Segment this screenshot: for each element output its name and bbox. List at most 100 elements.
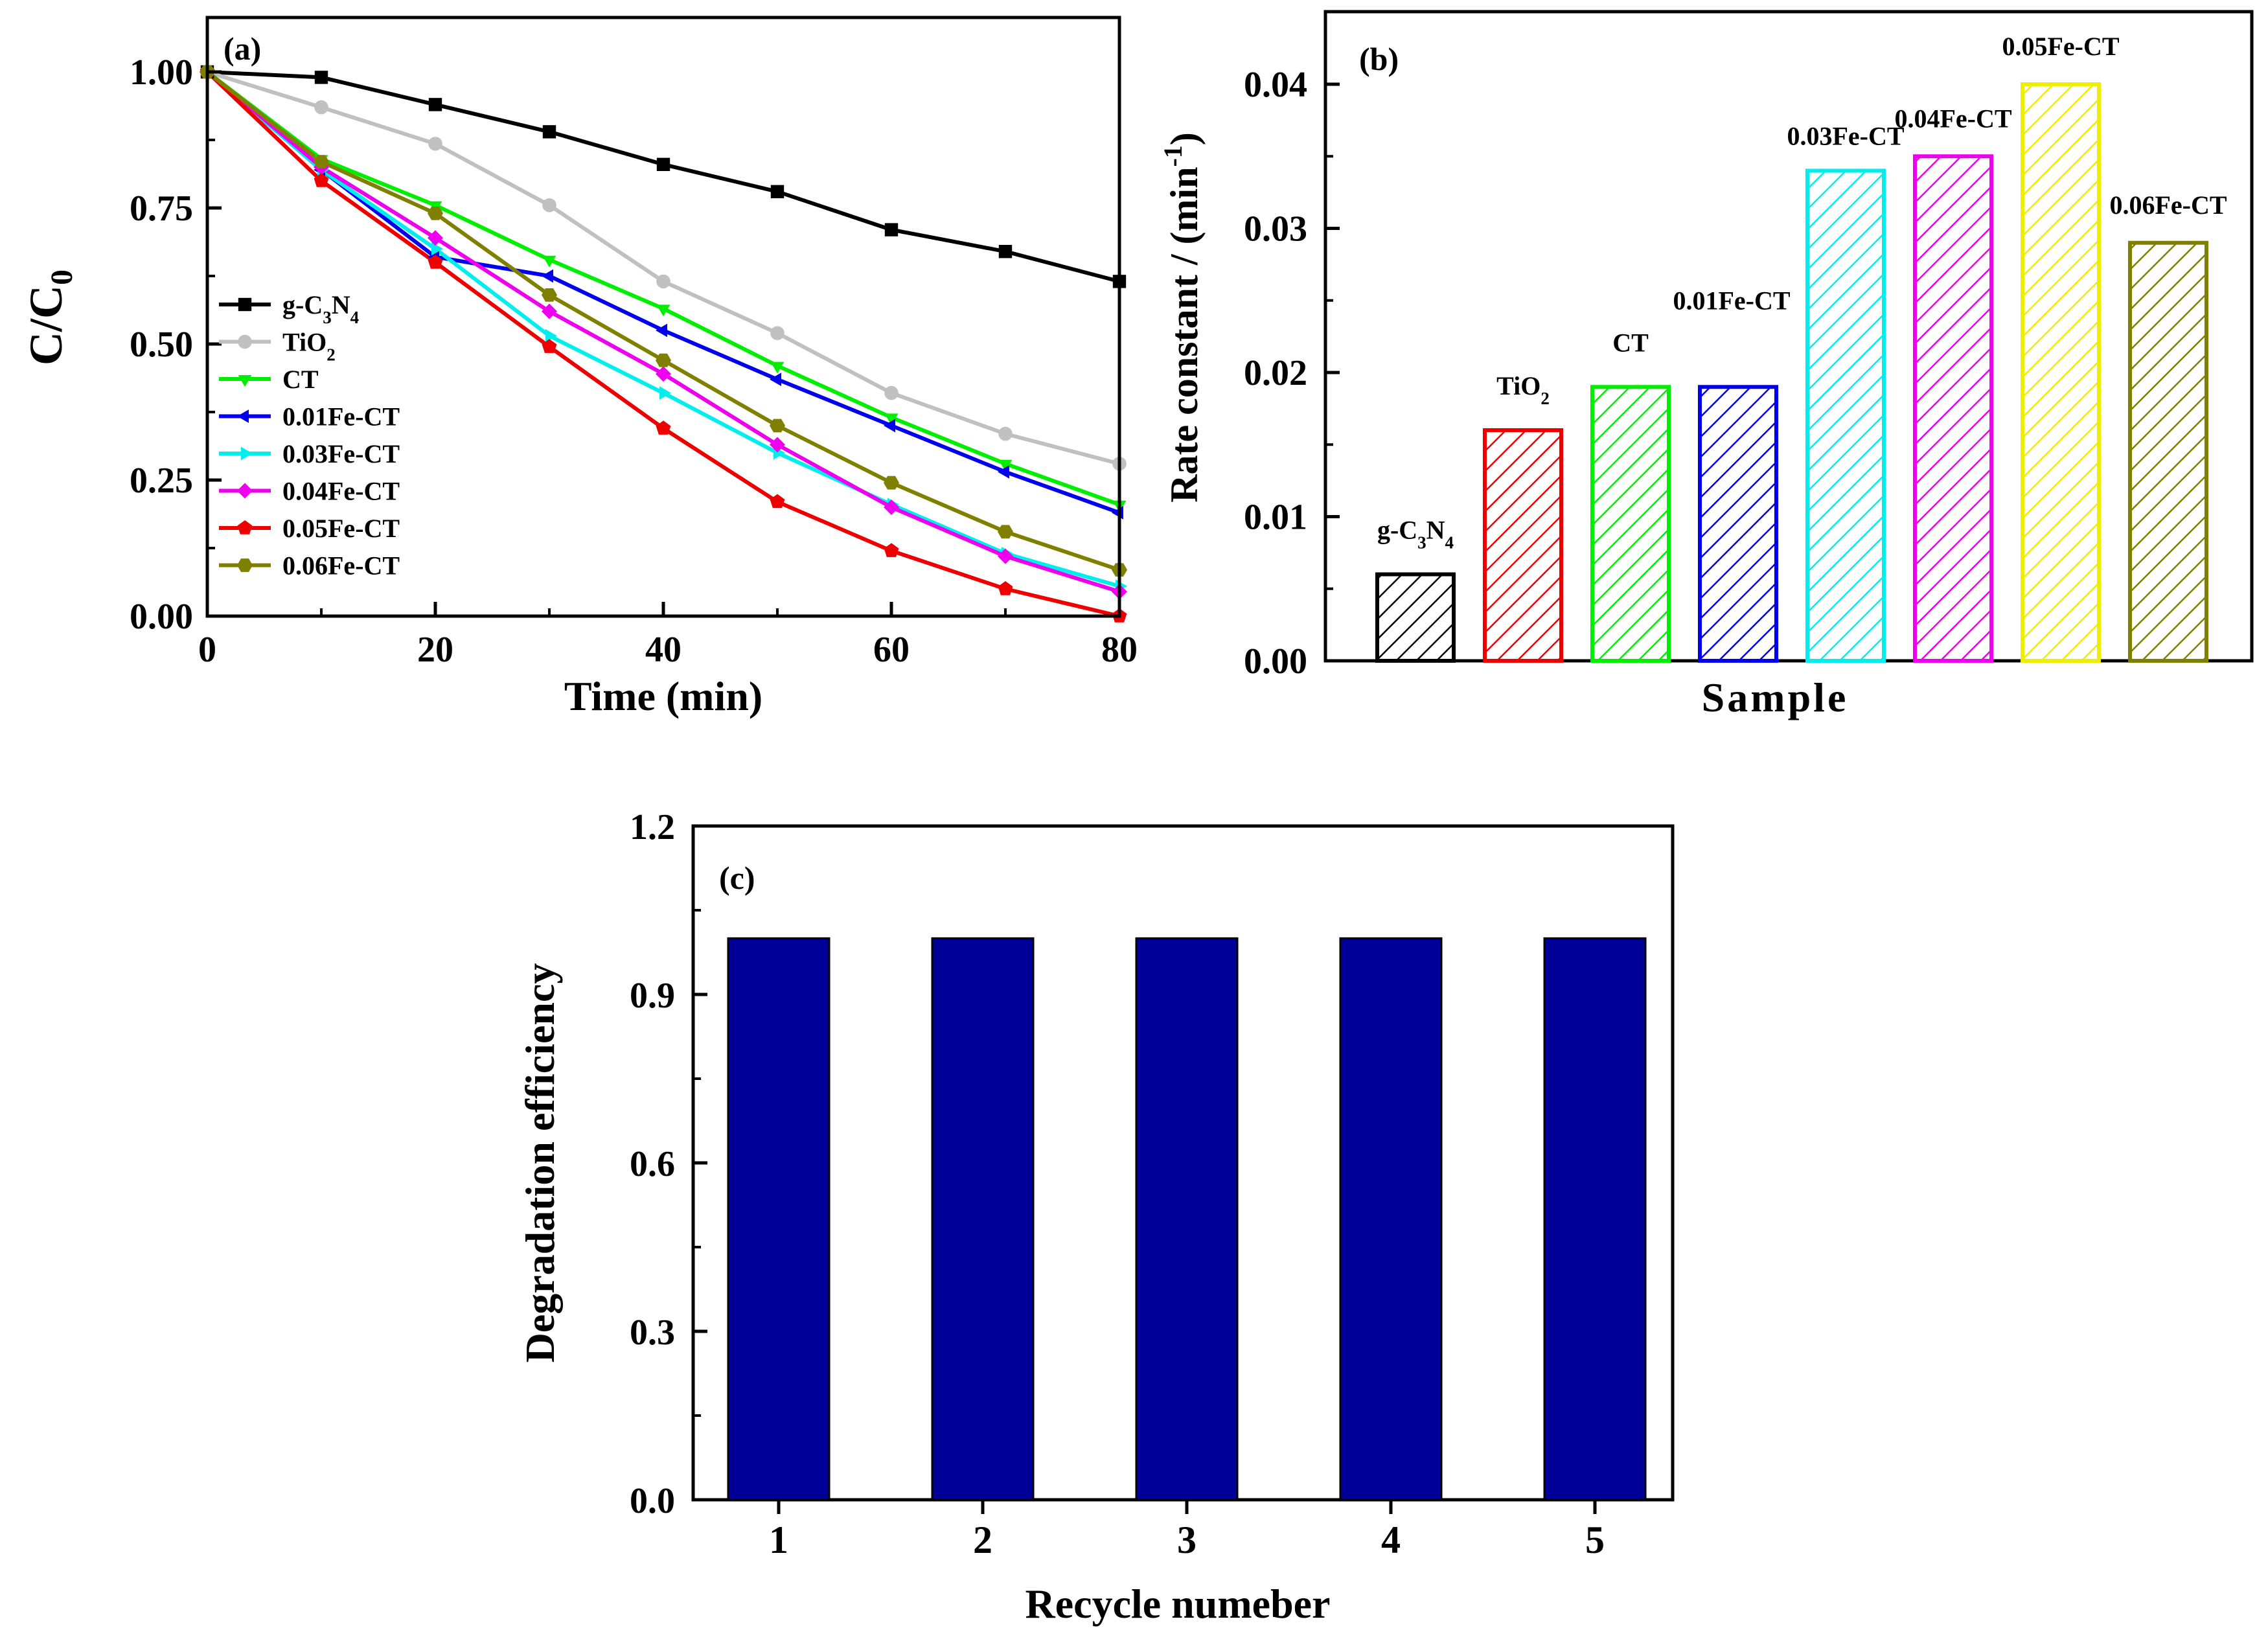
c-y-tick-label: 0.3	[630, 1313, 675, 1353]
b-bar-label-0.05Fe-CT: 0.05Fe-CT	[2002, 32, 2119, 61]
a-legend-marker-CT	[238, 375, 252, 387]
panel-a-line-chart: 0 20 40 60 80 0.00 0.25 0.50 0.75 1.00 (a) Time (…	[20, 16, 1138, 719]
a-point-g-C3N4-60	[884, 223, 899, 236]
a-x-axis-title: Time (min)	[564, 673, 762, 719]
b-bars: g-C3N4 TiO2 CT 0.01Fe-CT 0.03Fe-CT0.04Fe-CT 0…	[1375, 32, 2227, 663]
a-point-CT-70	[998, 459, 1013, 472]
c-bar-1	[727, 937, 830, 1501]
c-y-tick-label: 0.9	[630, 976, 675, 1016]
b-bar-0.01Fe-CT	[1698, 385, 1778, 663]
a-legend-marker-0.06Fe-CT	[237, 558, 253, 572]
a-legend-label-0.05Fe-CT: 0.05Fe-CT	[282, 514, 400, 543]
panel-c-bar-chart: 1 2 3 4 5 0.0 0.3 0.6 0.9 1.2 (c) Recycle numeber…	[517, 807, 1675, 1627]
a-series-line-g-C3N4	[207, 70, 1120, 284]
a-point-g-C3N4-10	[314, 71, 328, 84]
b-bar-label-CT: CT	[1612, 328, 1649, 357]
a-point-0.01Fe-CT-60	[884, 419, 895, 433]
a-x-tick-label: 80	[1101, 630, 1138, 670]
b-bar-label-g-C3N4: g-C3N4	[1377, 516, 1454, 553]
b-bar-g-C3N4	[1375, 572, 1456, 663]
a-point-CT-30	[542, 255, 556, 268]
a-point-CT-40	[656, 304, 670, 317]
a-point-0.01Fe-CT-70	[998, 465, 1009, 479]
a-point-TiO2-10	[314, 100, 328, 115]
a-point-0.03Fe-CT-40	[659, 386, 671, 400]
b-y-tick-label: 0.00	[1244, 641, 1307, 682]
c-bars	[727, 937, 1647, 1501]
a-point-0.01Fe-CT-50	[770, 373, 781, 386]
b-bar-label-0.03Fe-CT: 0.03Fe-CT	[1787, 122, 1904, 151]
c-bar-2	[931, 937, 1035, 1501]
a-y-tick-label: 1.00	[130, 52, 193, 93]
a-axis-ticks: 0 20 40 60 80 0.00 0.25 0.50 0.75 1.00	[130, 52, 1138, 670]
a-legend-marker-g-C3N4	[238, 297, 252, 312]
a-point-g-C3N4-20	[428, 98, 442, 111]
c-axis-ticks: 1 2 3 4 5 0.0 0.3 0.6 0.9 1.2	[630, 807, 1605, 1561]
a-y-tick-label: 0.75	[130, 189, 193, 229]
a-point-0.05Fe-CT-50	[770, 494, 785, 509]
a-legend-marker-0.04Fe-CT	[237, 483, 253, 499]
a-legend-label-g-C3N4: g-C3N4	[282, 290, 359, 327]
a-legend-marker-0.03Fe-CT	[241, 446, 253, 461]
a-legend-label-0.06Fe-CT: 0.06Fe-CT	[282, 551, 400, 580]
a-y-tick-label: 0.50	[130, 325, 193, 365]
a-point-0.03Fe-CT-20	[431, 242, 443, 256]
a-point-0.01Fe-CT-40	[656, 323, 667, 338]
b-y-tick-label: 0.02	[1244, 353, 1307, 393]
a-point-0.06Fe-CT-20	[428, 207, 443, 220]
a-point-0.04Fe-CT-60	[884, 499, 899, 515]
a-point-0.05Fe-CT-60	[884, 543, 899, 557]
c-x-tick-label: 5	[1585, 1519, 1605, 1561]
a-point-TiO2-60	[884, 385, 899, 400]
a-point-0.05Fe-CT-70	[998, 581, 1013, 595]
c-y-tick-label: 1.2	[630, 807, 675, 847]
c-bar-3	[1135, 937, 1239, 1501]
b-bar-0.04Fe-CT	[1913, 154, 1993, 663]
b-y-tick-label: 0.01	[1244, 498, 1307, 538]
b-plot-frame	[1323, 10, 2254, 663]
a-panel-label: (a)	[223, 30, 261, 67]
a-point-TiO2-40	[656, 274, 670, 289]
a-x-tick-label: 60	[873, 630, 910, 670]
b-y-tick-label: 0.03	[1244, 209, 1307, 249]
c-panel-label: (c)	[719, 860, 755, 896]
a-point-TiO2-70	[998, 426, 1013, 441]
a-point-0.06Fe-CT-60	[884, 476, 899, 490]
b-x-axis-title: Sample	[1702, 674, 1849, 720]
a-point-0.04Fe-CT-50	[770, 437, 785, 453]
b-bar-label-0.04Fe-CT: 0.04Fe-CT	[1894, 104, 2011, 133]
a-point-0.03Fe-CT-30	[545, 329, 557, 343]
c-x-tick-label: 2	[973, 1519, 992, 1561]
b-bar-label-0.06Fe-CT: 0.06Fe-CT	[2109, 190, 2227, 220]
b-bar-label-0.01Fe-CT: 0.01Fe-CT	[1673, 286, 1790, 315]
b-bar-TiO2	[1483, 428, 1563, 663]
c-y-tick-label: 0.6	[630, 1144, 675, 1184]
b-bar-CT	[1590, 385, 1671, 663]
a-x-tick-label: 40	[645, 630, 682, 670]
c-x-tick-label: 4	[1381, 1519, 1401, 1561]
b-bar-0.06Fe-CT	[2128, 240, 2208, 663]
a-point-CT-50	[770, 361, 785, 374]
a-legend-label-CT: CT	[282, 365, 319, 394]
a-legend-label-0.01Fe-CT: 0.01Fe-CT	[282, 402, 400, 431]
a-point-0.06Fe-CT-10	[314, 155, 329, 168]
a-point-0.06Fe-CT-40	[656, 353, 671, 367]
a-point-g-C3N4-70	[998, 245, 1013, 258]
c-bar-4	[1339, 937, 1443, 1501]
a-point-0.04Fe-CT-30	[542, 303, 557, 319]
a-point-0.04Fe-CT-20	[428, 230, 443, 246]
c-bar-5	[1543, 937, 1647, 1501]
a-point-0.05Fe-CT-30	[542, 339, 557, 353]
a-y-axis-title: C/C0	[20, 270, 79, 365]
a-point-0.05Fe-CT-40	[656, 420, 671, 435]
b-bar-0.05Fe-CT	[2021, 82, 2101, 663]
a-legend-marker-0.05Fe-CT	[237, 520, 253, 534]
c-y-tick-label: 0.0	[630, 1481, 675, 1521]
b-y-axis-title: Rate constant / (min-1)	[1158, 132, 1206, 503]
a-legend-label-0.03Fe-CT: 0.03Fe-CT	[282, 439, 400, 468]
a-point-CT-60	[884, 413, 899, 426]
a-x-tick-label: 20	[417, 630, 453, 670]
c-x-axis-title: Recycle numeber	[1025, 1581, 1331, 1627]
